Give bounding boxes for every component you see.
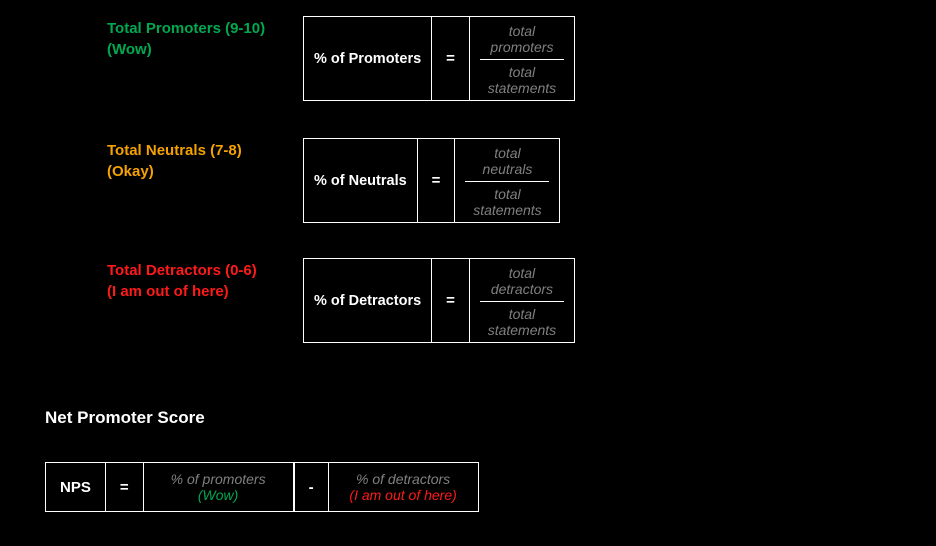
formula-box: % of Detractors= totaldetractors totalstat… — [303, 258, 575, 343]
fraction: totalneutrals totalstatements — [455, 138, 560, 223]
fraction-numerator: totalpromoters — [490, 23, 553, 57]
fraction: totaldetractors totalstatements — [470, 258, 575, 343]
nps-formula: NPS = % of promoters (Wow) - % of detrac… — [45, 462, 479, 512]
fraction: totalpromoters totalstatements — [470, 16, 575, 101]
equals-symbol: = — [418, 138, 456, 223]
percent-label: % of Neutrals — [303, 138, 418, 223]
percent-label: % of Promoters — [303, 16, 432, 101]
nps-promoters-bottom: (Wow) — [198, 487, 238, 503]
category-label: Total Neutrals (7-8)(Okay) — [107, 140, 242, 182]
nps-heading: Net Promoter Score — [45, 408, 205, 428]
nps-minus: - — [294, 462, 329, 512]
fraction-line — [480, 59, 564, 60]
percent-label: % of Detractors — [303, 258, 432, 343]
nps-promoters-term: % of promoters (Wow) — [144, 462, 294, 512]
nps-detractors-top: % of detractors — [356, 471, 450, 487]
nps-detractors-term: % of detractors (I am out of here) — [329, 462, 479, 512]
nps-promoters-top: % of promoters — [171, 471, 266, 487]
nps-detractors-bottom: (I am out of here) — [349, 487, 456, 503]
nps-eq: = — [106, 462, 144, 512]
fraction-denominator: totalstatements — [473, 184, 541, 218]
fraction-line — [480, 301, 564, 302]
equals-symbol: = — [432, 16, 470, 101]
equals-symbol: = — [432, 258, 470, 343]
nps-lhs: NPS — [45, 462, 106, 512]
fraction-line — [465, 181, 549, 182]
formula-box: % of Neutrals= totalneutrals totalstatemen… — [303, 138, 560, 223]
fraction-denominator: totalstatements — [488, 304, 556, 338]
category-label: Total Detractors (0-6)(I am out of here) — [107, 260, 257, 302]
fraction-numerator: totalneutrals — [483, 145, 533, 179]
formula-box: % of Promoters= totalpromoters totalstatem… — [303, 16, 575, 101]
category-label: Total Promoters (9-10)(Wow) — [107, 18, 265, 60]
fraction-numerator: totaldetractors — [491, 265, 553, 299]
fraction-denominator: totalstatements — [488, 62, 556, 96]
